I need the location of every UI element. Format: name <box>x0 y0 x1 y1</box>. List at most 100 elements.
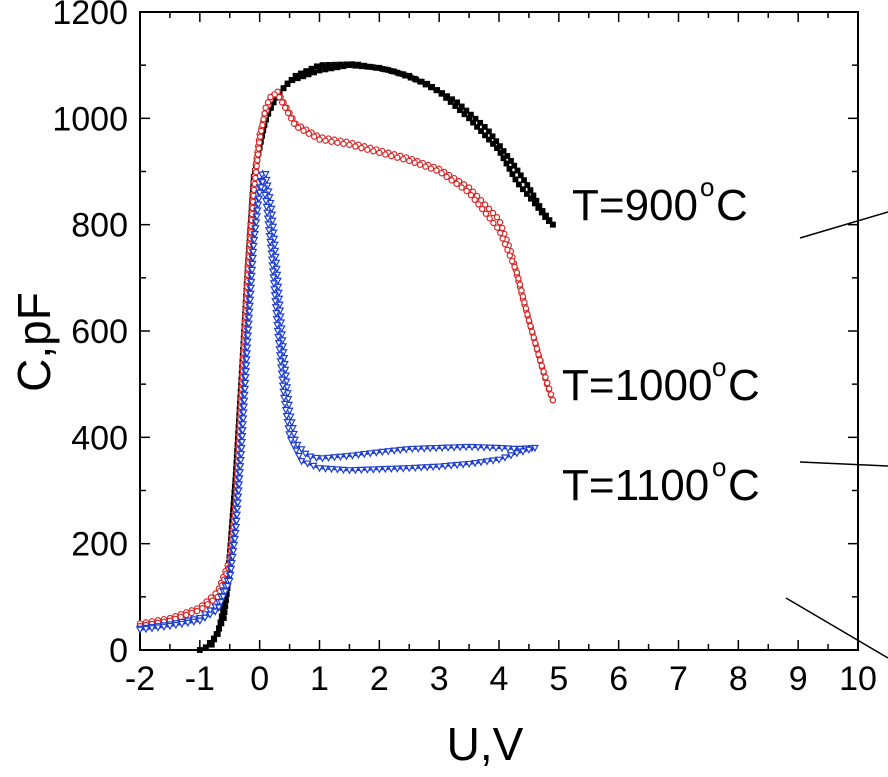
series-2-point <box>234 487 243 495</box>
series-1-point <box>542 374 549 381</box>
series-2-point <box>265 232 274 241</box>
series-2-point <box>255 189 264 198</box>
series-1-point <box>416 161 424 168</box>
series-1-point <box>310 133 318 140</box>
annotations: T=900 o C T=1000 o C T=1100 o C <box>562 172 888 659</box>
series-2-point <box>171 621 180 630</box>
series-2-point <box>257 184 266 192</box>
series-2-point <box>283 390 292 398</box>
series-0-point <box>202 644 209 651</box>
series-2-point <box>242 356 251 364</box>
series-1-point <box>433 167 440 174</box>
series-2-point <box>432 444 441 453</box>
series-2-point <box>318 455 327 463</box>
series-2-point <box>489 457 498 465</box>
series-1-point <box>259 121 266 129</box>
annotation-t900-unit: C <box>716 181 748 230</box>
series-0-point <box>331 61 338 68</box>
series-0-point <box>546 217 553 224</box>
series-2-point <box>269 223 278 232</box>
series-2-point <box>277 370 286 378</box>
series-0-point <box>509 171 516 178</box>
series-2-point <box>244 320 253 328</box>
series-0-point <box>391 68 397 75</box>
x-tick-label: 9 <box>789 660 808 698</box>
annotation-pointer-line-2 <box>799 461 888 467</box>
series-2-point <box>245 308 254 316</box>
series-2-point <box>267 205 276 213</box>
series-0-point <box>481 124 488 130</box>
series-1-point <box>475 201 482 208</box>
series-2-point <box>444 444 453 452</box>
x-tick-label: 2 <box>370 660 389 698</box>
series-2-point <box>261 171 270 179</box>
series-2-point <box>219 593 228 602</box>
series-2-point <box>195 617 204 626</box>
series-0-point <box>504 153 511 159</box>
series-2-point <box>240 391 249 400</box>
series-2-point <box>227 559 237 568</box>
series-2-point <box>283 419 292 427</box>
series-0-point <box>486 136 492 143</box>
annotation-t1100-sup: o <box>712 452 726 482</box>
series-1-point <box>530 334 537 341</box>
series-2-point <box>453 461 462 470</box>
series-2-point <box>503 445 512 453</box>
y-tick-label: 1000 <box>52 100 128 138</box>
series-1-point <box>370 148 377 155</box>
series-1-point <box>443 173 450 181</box>
series-2-point <box>264 188 273 196</box>
series-1-point <box>400 156 407 163</box>
series-2-point <box>281 406 290 415</box>
series-2-point <box>530 444 539 453</box>
series-0-point <box>539 208 546 214</box>
series-2-point <box>249 242 258 251</box>
series-2-point <box>284 401 293 410</box>
series-1-point <box>524 311 531 318</box>
series-0-point <box>472 115 479 122</box>
series-2-point <box>272 310 281 318</box>
series-2-point <box>474 444 483 452</box>
series-2-point <box>238 433 247 441</box>
series-2-point <box>267 256 276 264</box>
series-1-point <box>300 127 307 134</box>
series-2-point <box>241 385 250 394</box>
series-2-point <box>477 459 486 467</box>
series-2-point <box>315 465 324 473</box>
x-tick-label: 0 <box>250 660 269 698</box>
series-1-point <box>489 209 497 217</box>
series-0-point <box>489 133 496 140</box>
y-tick-label: 200 <box>71 526 128 564</box>
series-0-point <box>292 72 299 79</box>
series-2-point <box>378 448 387 457</box>
series-2-point <box>327 465 336 474</box>
series-2-point <box>239 421 248 429</box>
series-0-point <box>533 197 540 204</box>
series-0-point <box>413 76 420 83</box>
series-0-point <box>424 80 431 87</box>
series-2-point <box>399 465 408 473</box>
series-1-point <box>501 240 509 248</box>
series-0-point <box>524 182 531 188</box>
series-layer <box>135 61 557 653</box>
series-2-point <box>363 466 372 474</box>
series-2-point <box>270 286 279 294</box>
x-tick-label: 4 <box>490 660 509 698</box>
series-2-point <box>243 350 252 358</box>
series-1-point <box>481 201 489 208</box>
series-1-point <box>394 154 401 161</box>
series-2-point <box>233 511 242 520</box>
series-0-point <box>343 61 350 68</box>
series-2-point <box>249 248 258 257</box>
series-2-point <box>274 340 283 348</box>
series-2-point <box>266 238 275 247</box>
series-2-point <box>217 599 226 607</box>
series-2-point <box>236 463 245 471</box>
series-2-point <box>251 231 260 239</box>
series-2-point <box>275 346 284 354</box>
series-0-point <box>449 96 456 103</box>
y-tick-label: 400 <box>71 419 128 457</box>
series-0-point <box>288 77 295 83</box>
series-0-point <box>349 61 356 68</box>
series-2-point <box>360 450 369 459</box>
